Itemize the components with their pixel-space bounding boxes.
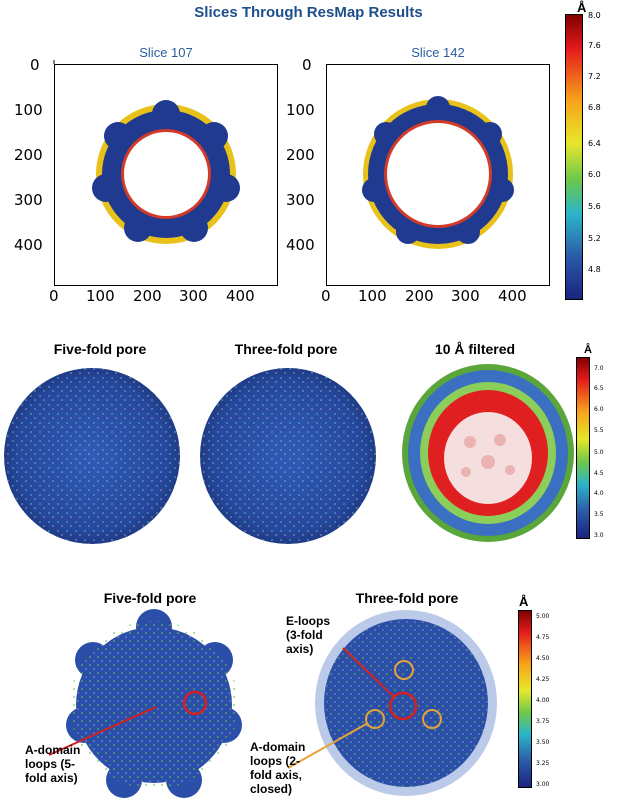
colorbar-mid-tick: 4.5 (594, 470, 604, 477)
colorbar-top-tick: 5.6 (588, 202, 601, 211)
x-tick-142-100: 100 (358, 287, 387, 305)
colorbar-bottom-unit: Å (519, 594, 529, 609)
y-tick-107-300: 300 (14, 191, 43, 209)
colorbar-mid-tick: 5.0 (594, 449, 604, 456)
e-loops-marker (388, 691, 418, 721)
y-tick-142-100: 100 (286, 101, 315, 119)
annotation-a-domain-5fold: A-domain loops (5- fold axis) (25, 743, 81, 785)
colorbar-bottom-tick: 3.00 (536, 781, 550, 788)
x-tick-142-300: 300 (451, 287, 480, 305)
colorbar-bottom-tick: 3.25 (536, 760, 550, 767)
colorbar-bottom (518, 610, 532, 788)
mid-filtered-map (402, 364, 574, 542)
colorbar-top-tick: 4.8 (588, 265, 601, 274)
x-tick-107-0: 0 (49, 287, 59, 305)
y-tick-142-200: 200 (286, 146, 315, 164)
y-tick-107-200: 200 (14, 146, 43, 164)
slice-142-plot (326, 64, 550, 286)
colorbar-top-tick: 5.2 (588, 234, 601, 243)
colorbar-mid-unit: Å (584, 344, 592, 356)
colorbar-mid-tick: 3.0 (594, 532, 604, 539)
mid-three-fold-map (200, 368, 376, 544)
colorbar-mid-tick: 6.0 (594, 406, 604, 413)
colorbar-bottom-tick: 5.00 (536, 613, 550, 620)
y-tick-142-300: 300 (286, 191, 315, 209)
colorbar-top-tick: 7.2 (588, 72, 601, 81)
colorbar-top-tick: 6.4 (588, 139, 601, 148)
colorbar-bottom-tick: 4.25 (536, 676, 550, 683)
colorbar-bottom-tick: 3.50 (536, 739, 550, 746)
x-tick-107-200: 200 (133, 287, 162, 305)
y-tick-142-400: 400 (286, 236, 315, 254)
x-tick-107-100: 100 (86, 287, 115, 305)
five-fold-pore-marker (182, 690, 208, 716)
two-fold-marker-left (365, 709, 385, 729)
bottom-three-fold-map (287, 610, 497, 796)
y-tick-142-0: 0 (302, 56, 312, 74)
annotation-a-domain-2fold: A-domain loops (2- fold axis, closed) (250, 740, 306, 796)
colorbar-top (565, 14, 583, 300)
y-tick-107-0: 0 (30, 56, 40, 74)
slice-107-title: Slice 107 (139, 45, 193, 60)
colorbar-top-tick: 6.8 (588, 103, 601, 112)
y-tick-107-400: 400 (14, 236, 43, 254)
mid-five-fold-map (4, 368, 180, 544)
bottom-five-fold-map (48, 609, 242, 798)
mid-filtered-title: 10 Å filtered (434, 341, 516, 357)
x-tick-142-0: 0 (321, 287, 331, 305)
colorbar-top-unit: Å (577, 0, 587, 15)
colorbar-bottom-tick: 3.75 (536, 718, 550, 725)
colorbar-mid-tick: 7.0 (594, 365, 604, 372)
colorbar-mid-tick: 5.5 (594, 427, 604, 434)
bottom-three-fold-title: Three-fold pore (355, 590, 459, 606)
x-tick-142-200: 200 (405, 287, 434, 305)
colorbar-top-tick: 6.0 (588, 170, 601, 179)
colorbar-bottom-tick: 4.00 (536, 697, 550, 704)
mid-five-fold-title: Five-fold pore (53, 341, 147, 357)
colorbar-mid (576, 357, 590, 539)
colorbar-bottom-tick: 4.75 (536, 634, 550, 641)
colorbar-bottom-tick: 4.50 (536, 655, 550, 662)
bottom-five-fold-title: Five-fold pore (103, 590, 197, 606)
colorbar-top-tick: 8.0 (588, 11, 601, 20)
slice-107-plot (53, 60, 278, 286)
slice-142-title: Slice 142 (411, 45, 465, 60)
x-tick-107-300: 300 (179, 287, 208, 305)
two-fold-marker-top (394, 660, 414, 680)
two-fold-marker-right (422, 709, 442, 729)
colorbar-mid-tick: 4.0 (594, 490, 604, 497)
colorbar-mid-tick: 6.5 (594, 385, 604, 392)
figure-title: Slices Through ResMap Results (194, 4, 423, 21)
mid-three-fold-title: Three-fold pore (234, 341, 338, 357)
annotation-e-loops: E-loops (3-fold axis) (286, 614, 330, 656)
y-tick-107-100: 100 (14, 101, 43, 119)
colorbar-mid-tick: 3.5 (594, 511, 604, 518)
x-tick-142-400: 400 (498, 287, 527, 305)
x-tick-107-400: 400 (226, 287, 255, 305)
colorbar-top-tick: 7.6 (588, 41, 601, 50)
